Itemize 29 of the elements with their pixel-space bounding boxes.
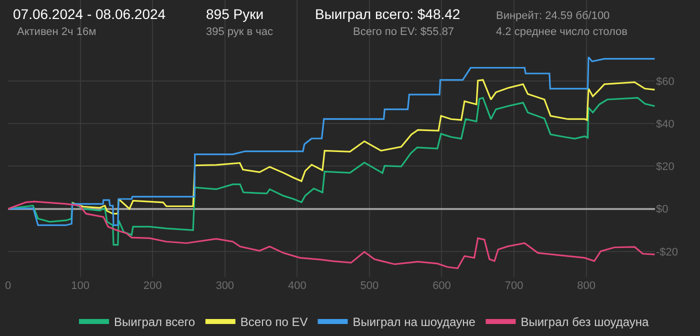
legend-label: Выиграл всего (114, 315, 196, 330)
x-tick-label: 0 (4, 280, 12, 292)
annotation: 4.2 среднее число столов (496, 26, 628, 38)
y-tick-label: -$20 (656, 246, 678, 258)
y-tick-label: $40 (656, 118, 674, 130)
x-tick-label: 300 (216, 280, 234, 292)
x-tick-label: 800 (577, 280, 596, 292)
y-tick-label: $20 (656, 161, 674, 174)
legend-label: Выиграл без шоудауна (520, 315, 650, 330)
x-tick-label: 200 (143, 280, 162, 292)
y-tick-label: $60 (656, 76, 674, 88)
text: 07.06.2024 - 08.06.2024 (13, 6, 166, 22)
line-series (8, 56, 655, 226)
annotation: Активен 2ч 16м (17, 26, 96, 38)
x-tick-label: 600 (432, 280, 451, 292)
annotation: Выиграл всего: $48.42 (315, 6, 460, 22)
line-series (8, 200, 655, 270)
legend-label: Выиграл на шоудауне (352, 315, 476, 330)
line-series (72, 79, 655, 215)
x-tick-label: 400 (288, 280, 306, 292)
annotation: Всего по EV: $55.87 (353, 26, 454, 38)
x-tick-label: 100 (71, 280, 90, 292)
annotation: 395 рук в час (206, 26, 274, 38)
x-tick-label: 500 (360, 280, 379, 292)
y-tick-label: $0 (656, 204, 668, 216)
annotation: 895 Руки (206, 6, 264, 22)
annotation: Винрейт: 24.59 бб/100 (496, 10, 610, 22)
legend-label: Всего по EV (240, 315, 308, 330)
x-tick-label: 700 (504, 280, 524, 292)
